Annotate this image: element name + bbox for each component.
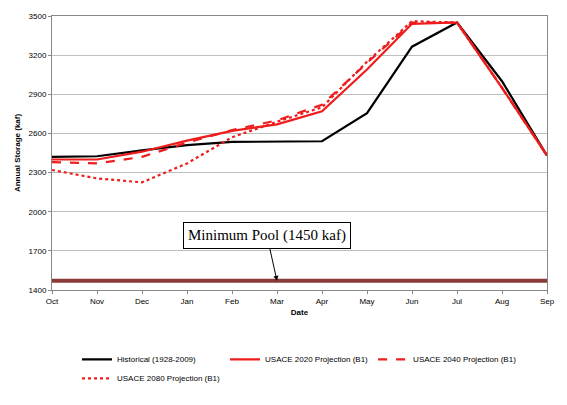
svg-text:Dec: Dec <box>135 297 149 306</box>
svg-text:Nov: Nov <box>90 297 104 306</box>
svg-text:3500: 3500 <box>29 12 47 21</box>
svg-text:Mar: Mar <box>270 297 284 306</box>
svg-text:Date: Date <box>291 308 309 317</box>
svg-text:1700: 1700 <box>29 247 47 256</box>
svg-text:2300: 2300 <box>29 168 47 177</box>
svg-text:Jul: Jul <box>452 297 462 306</box>
svg-text:Apr: Apr <box>316 297 329 306</box>
svg-text:USACE 2040 Projection (B1): USACE 2040 Projection (B1) <box>413 355 516 364</box>
svg-text:USACE 2020 Projection (B1): USACE 2020 Projection (B1) <box>265 355 368 364</box>
svg-text:Historical (1928-2009): Historical (1928-2009) <box>117 355 196 364</box>
svg-text:Oct: Oct <box>46 297 59 306</box>
svg-text:Jan: Jan <box>181 297 194 306</box>
svg-text:3200: 3200 <box>29 51 47 60</box>
svg-text:Feb: Feb <box>225 297 239 306</box>
svg-text:2900: 2900 <box>29 90 47 99</box>
svg-text:1400: 1400 <box>29 286 47 295</box>
svg-text:USACE 2080 Projection (B1): USACE 2080 Projection (B1) <box>117 374 220 383</box>
svg-text:Sep: Sep <box>540 297 555 306</box>
svg-text:Minimum Pool (1450 kaf): Minimum Pool (1450 kaf) <box>188 227 346 244</box>
svg-text:Jun: Jun <box>406 297 419 306</box>
svg-text:Annual Storage (kaf): Annual Storage (kaf) <box>13 114 22 193</box>
svg-text:May: May <box>359 297 374 306</box>
svg-text:2000: 2000 <box>29 208 47 217</box>
svg-text:Aug: Aug <box>495 297 509 306</box>
svg-text:2600: 2600 <box>29 129 47 138</box>
